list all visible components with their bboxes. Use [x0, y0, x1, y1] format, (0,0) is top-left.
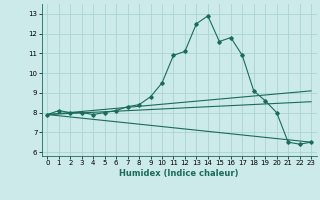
- X-axis label: Humidex (Indice chaleur): Humidex (Indice chaleur): [119, 169, 239, 178]
